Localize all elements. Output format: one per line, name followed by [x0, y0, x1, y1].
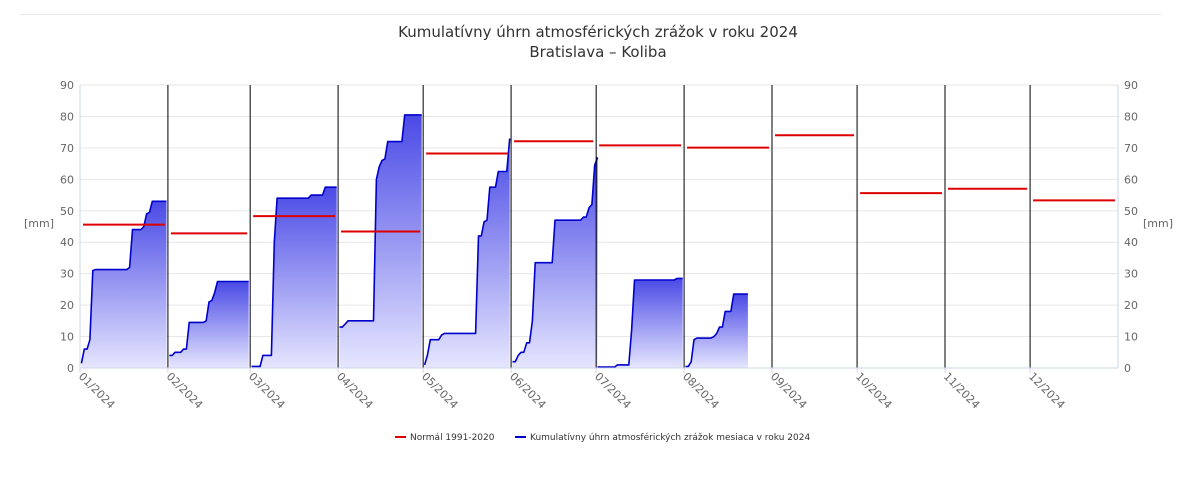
y-tick-label-right: 20 — [1124, 299, 1138, 312]
cumulative-line-month-1 — [80, 200, 167, 364]
chart-title: Kumulatívny úhrn atmosférických zrážok v… — [398, 23, 798, 41]
y-tick-label-right: 80 — [1124, 110, 1138, 123]
y-tick-label-left: 60 — [60, 173, 74, 186]
y-tick-label-right: 10 — [1124, 331, 1138, 344]
y-tick-label-right: 0 — [1124, 362, 1131, 375]
x-tick-label: 07/2024 — [592, 370, 634, 412]
cumulative-line-month-7 — [597, 277, 683, 368]
x-tick-label: 08/2024 — [680, 370, 722, 412]
chart-subtitle: Bratislava – Koliba — [529, 43, 666, 61]
cumulative-line-month-2 — [169, 280, 249, 357]
legend-label-normal: Normál 1991-2020 — [410, 433, 495, 443]
y-tick-label-left: 30 — [60, 268, 74, 281]
x-tick-label: 02/2024 — [164, 370, 206, 412]
cumulative-area-month-7 — [597, 278, 683, 368]
y-tick-label-left: 70 — [60, 142, 74, 155]
y-tick-label-left: 10 — [60, 331, 74, 344]
cumulative-line-month-3 — [251, 186, 337, 368]
cumulative-line-month-6 — [512, 157, 599, 363]
y-tick-label-left: 90 — [60, 79, 74, 92]
y-tick-label-left: 50 — [60, 205, 74, 218]
cumulative-line-month-5 — [423, 138, 511, 366]
cumulative-area-month-8 — [685, 294, 748, 368]
y-axis-left: 0 10 20 30 40 50 60 70 80 90 — [60, 79, 81, 375]
cumulative-line-month-4 — [339, 114, 422, 328]
y-tick-label-left: 20 — [60, 299, 74, 312]
legend-item-cumulative[interactable]: Kumulatívny úhrn atmosférických zrážok m… — [515, 432, 810, 443]
y-tick-label-left: 80 — [60, 110, 74, 123]
legend[interactable]: Normál 1991-2020 Kumulatívny úhrn atmosf… — [395, 432, 810, 443]
normal-lines — [83, 134, 1115, 235]
cumulative-areas — [80, 114, 748, 369]
x-axis: 01/2024 02/2024 03/2024 04/2024 05/2024 06/20… — [76, 367, 1118, 412]
legend-item-normal[interactable]: Normál 1991-2020 — [395, 433, 495, 443]
y-tick-label-left: 40 — [60, 236, 74, 249]
y-tick-label-right: 30 — [1124, 268, 1138, 281]
x-tick-label: 10/2024 — [853, 370, 895, 412]
x-tick-label: 11/2024 — [941, 370, 983, 412]
x-tick-label: 05/2024 — [419, 370, 461, 412]
x-tick-label: 06/2024 — [507, 370, 549, 412]
y-tick-label-right: 90 — [1124, 79, 1138, 92]
cumulative-area-month-6 — [512, 157, 598, 368]
y-tick-label-left: 0 — [67, 362, 74, 375]
month-separators — [167, 85, 1031, 368]
y-tick-label-right: 70 — [1124, 142, 1138, 155]
y-axis-right: 0 10 20 30 40 50 60 70 80 90 — [1117, 79, 1138, 375]
cumulative-area-month-3 — [251, 187, 337, 368]
x-tick-label: 12/2024 — [1026, 370, 1068, 412]
cumulative-area-month-5 — [424, 138, 510, 368]
x-tick-label: 01/2024 — [76, 370, 118, 412]
legend-label-cumulative: Kumulatívny úhrn atmosférických zrážok m… — [530, 432, 810, 443]
y-axis-label-right: [mm] — [1143, 217, 1173, 230]
y-tick-label-right: 50 — [1124, 205, 1138, 218]
x-tick-label: 03/2024 — [246, 370, 288, 412]
y-tick-label-right: 60 — [1124, 173, 1138, 186]
cumulative-line-month-8 — [685, 293, 748, 368]
cumulative-area-month-4 — [339, 114, 422, 369]
y-axis-label-left: [mm] — [24, 217, 54, 230]
cumulative-area-month-1 — [81, 201, 167, 368]
x-tick-label: 09/2024 — [768, 370, 810, 412]
y-tick-label-right: 40 — [1124, 236, 1138, 249]
cumulative-area-month-2 — [169, 281, 249, 368]
top-divider — [20, 14, 1161, 15]
x-tick-label: 04/2024 — [334, 370, 376, 412]
